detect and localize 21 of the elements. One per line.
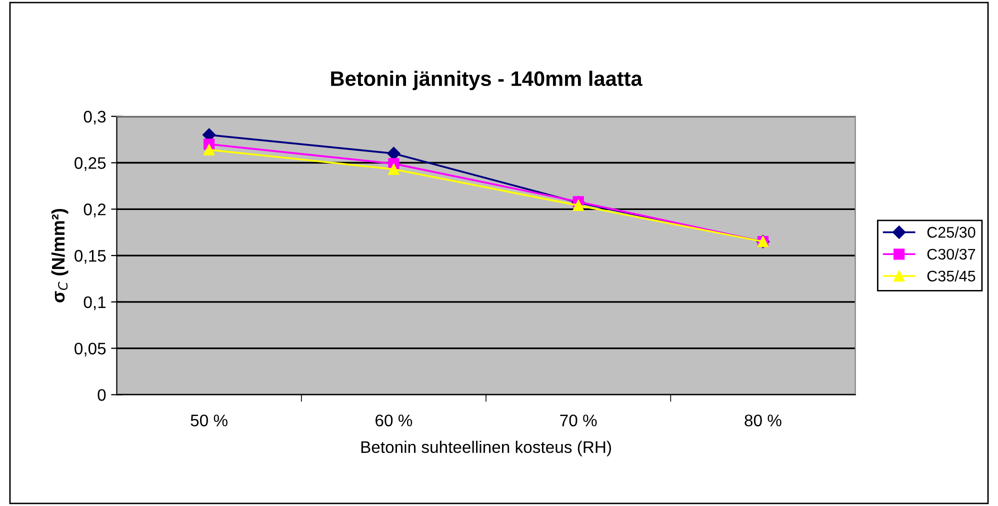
y-tick-label: 0 (98, 389, 106, 401)
point (204, 144, 215, 156)
x-axis-title: Betonin suhteellinen kosteus (RH) (361, 440, 611, 456)
y-tick-label: 0,25 (74, 157, 106, 171)
x-tick-label: 80 % (744, 414, 782, 426)
y-axis-title: σ$_{C}$ (N/mm²) (51, 208, 68, 302)
y-tick-label: 0,2 (84, 204, 106, 218)
y-tick-label: 0,3 (84, 110, 106, 125)
x-tick-label: 50 % (190, 414, 228, 426)
x-tick-label: 70 % (560, 414, 597, 426)
chart-title: Betonin jännitys - 140mm laatta (331, 70, 642, 90)
y-tick-label: 0,15 (74, 250, 106, 264)
y-tick-label: 0,1 (84, 296, 106, 310)
point (572, 200, 584, 211)
y-tick-label: 0,05 (74, 342, 106, 356)
point (387, 146, 400, 160)
x-tick-label: 60 % (376, 414, 412, 426)
legend-label: C30/37 (927, 248, 976, 260)
legend-label: C35/45 (927, 270, 976, 282)
point (388, 164, 400, 175)
legend-label: C25/30 (927, 226, 976, 238)
